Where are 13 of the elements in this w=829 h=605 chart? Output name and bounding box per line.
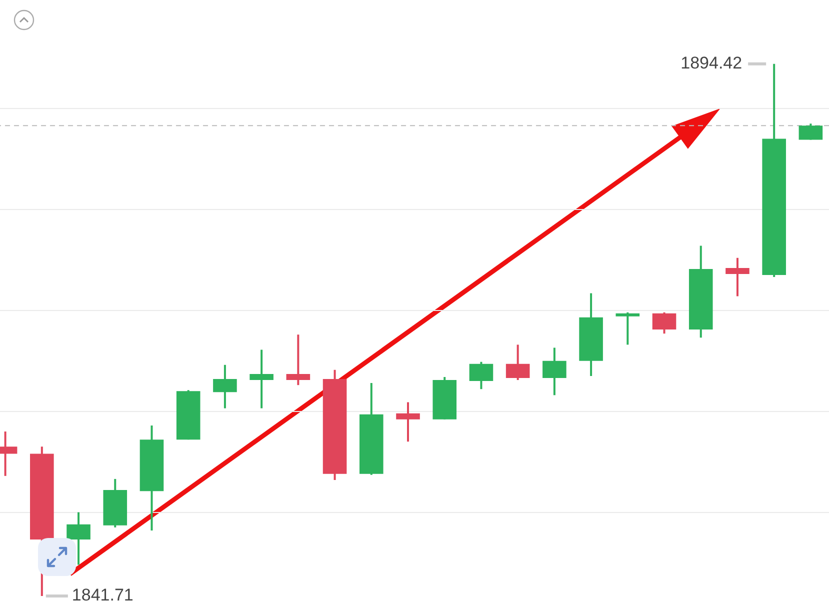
candlestick xyxy=(616,311,640,346)
annotation: 1841.71 xyxy=(72,586,134,605)
candlestick xyxy=(542,346,566,396)
candlestick xyxy=(798,122,823,141)
candlestick xyxy=(250,348,274,410)
candlestick xyxy=(469,360,494,390)
annotation: 1894.42 xyxy=(680,54,742,73)
candlestick xyxy=(286,334,310,386)
candlestick xyxy=(726,256,750,298)
candlestick xyxy=(396,401,420,443)
candlestick xyxy=(506,344,530,382)
candlestick xyxy=(213,364,237,410)
candlestick xyxy=(652,311,676,335)
